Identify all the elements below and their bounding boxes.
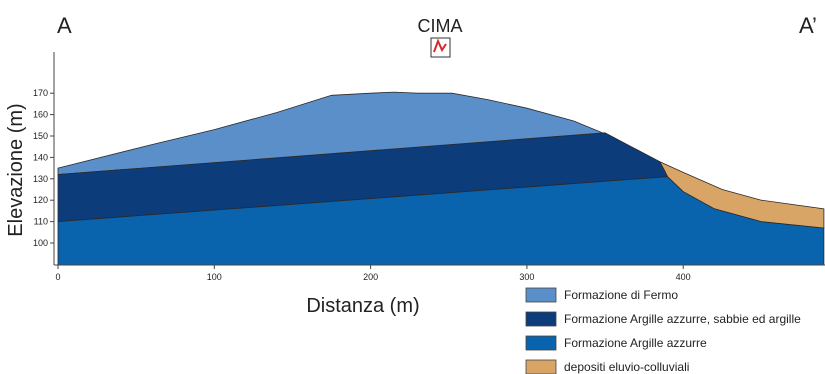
legend-label-eluvio: depositi eluvio-colluviali: [564, 360, 689, 374]
y-tick-label: 170: [33, 88, 48, 98]
profile-end-label: A’: [799, 13, 817, 38]
layer-eluvio: [658, 160, 825, 229]
x-tick-label: 200: [363, 272, 378, 282]
legend-label-fermo: Formazione di Fermo: [564, 288, 678, 302]
legend-swatch-eluvio: [525, 359, 557, 374]
axes: 100 110 120 130 140 150 160 170 0 100 200 300 400 E…: [5, 52, 825, 317]
summit-marker: [430, 37, 451, 58]
y-tick-label: 100: [33, 238, 48, 248]
x-tick-label: 0: [55, 272, 60, 282]
y-tick-label: 160: [33, 110, 48, 120]
legend-label-argille_sabbie: Formazione Argille azzurre, sabbie ed ar…: [564, 312, 801, 326]
y-tick-label: 120: [33, 195, 48, 205]
y-ticks: 100 110 120 130 140 150 160 170: [33, 88, 54, 248]
x-tick-label: 300: [519, 272, 534, 282]
summit-symbol-icon: [433, 38, 447, 53]
legend-label-argille: Formazione Argille azzurre: [564, 336, 707, 350]
x-tick-label: 100: [207, 272, 222, 282]
x-ticks: 0 100 200 300 400: [55, 265, 691, 282]
y-axis-label: Elevazione (m): [5, 103, 27, 236]
x-axis-label: Distanza (m): [306, 295, 419, 317]
layer-fermo: [57, 91, 606, 175]
x-tick-label: 400: [676, 272, 691, 282]
geological-layers: [57, 91, 825, 266]
profile-start-label: A: [57, 13, 72, 38]
summit-label: CIMA: [418, 16, 463, 36]
y-tick-label: 130: [33, 174, 48, 184]
legend-swatch-fermo: [525, 287, 557, 303]
y-tick-label: 140: [33, 152, 48, 162]
legend-swatch-argille_sabbie: [525, 311, 557, 327]
y-tick-label: 110: [34, 217, 48, 227]
legend-swatch-argille: [525, 335, 557, 351]
legend: Formazione di Fermo Formazione Argille az…: [525, 287, 801, 374]
y-tick-label: 150: [33, 131, 48, 141]
